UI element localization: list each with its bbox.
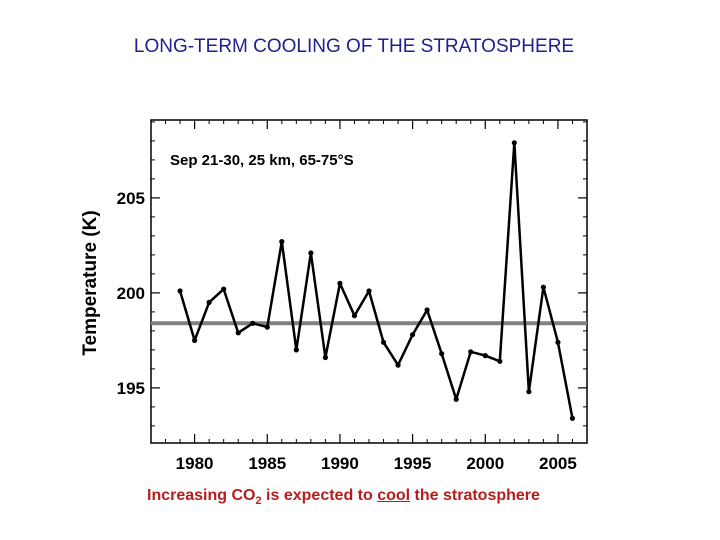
caption-text-before: Increasing CO <box>147 487 256 504</box>
data-point <box>395 362 401 368</box>
data-point <box>569 415 576 421</box>
data-point <box>279 239 285 245</box>
y-axis-label: Temperature (K) <box>80 210 101 355</box>
data-point <box>366 288 372 294</box>
data-point <box>250 320 256 326</box>
x-tick-label: 2005 <box>539 454 577 473</box>
y-tick-label: 195 <box>117 379 145 398</box>
data-point <box>526 389 532 395</box>
data-point <box>424 307 430 313</box>
data-point <box>468 349 474 355</box>
data-point <box>308 250 314 256</box>
data-point <box>221 286 227 292</box>
data-point <box>555 339 561 345</box>
data-point <box>380 339 387 345</box>
data-point <box>192 337 198 343</box>
chart-annotation: Sep 21-30, 25 km, 65-75°S <box>170 152 354 169</box>
data-point <box>540 284 547 290</box>
caption-underlined-word: cool <box>377 487 411 504</box>
data-point <box>482 353 488 359</box>
caption: Increasing CO2 is expected to cool the s… <box>147 487 540 507</box>
caption-text-middle: is expected to <box>261 487 378 504</box>
x-tick-label: 1985 <box>248 454 286 473</box>
data-point <box>453 396 459 402</box>
series-line <box>178 141 574 419</box>
data-point <box>337 280 343 286</box>
x-tick-label: 1980 <box>176 454 214 473</box>
x-tick-label: 1990 <box>321 454 359 473</box>
x-tick-label: 2000 <box>466 454 504 473</box>
data-point <box>439 351 445 357</box>
caption-text-after: the stratosphere <box>410 487 540 504</box>
data-point <box>235 330 241 336</box>
data-point <box>293 347 299 353</box>
x-tick-label: 1995 <box>394 454 432 473</box>
data-point <box>322 354 328 361</box>
y-tick-label: 205 <box>117 189 145 208</box>
caption-subscript: 2 <box>255 495 262 508</box>
data-point <box>264 324 270 330</box>
data-point <box>206 299 212 305</box>
data-point <box>351 313 358 319</box>
y-tick-label: 200 <box>117 284 145 303</box>
data-point <box>511 140 517 146</box>
data-point <box>497 358 503 364</box>
data-point <box>410 332 416 338</box>
page-title: LONG-TERM COOLING OF THE STRATOSPHERE <box>133 36 575 57</box>
data-point <box>177 288 183 294</box>
